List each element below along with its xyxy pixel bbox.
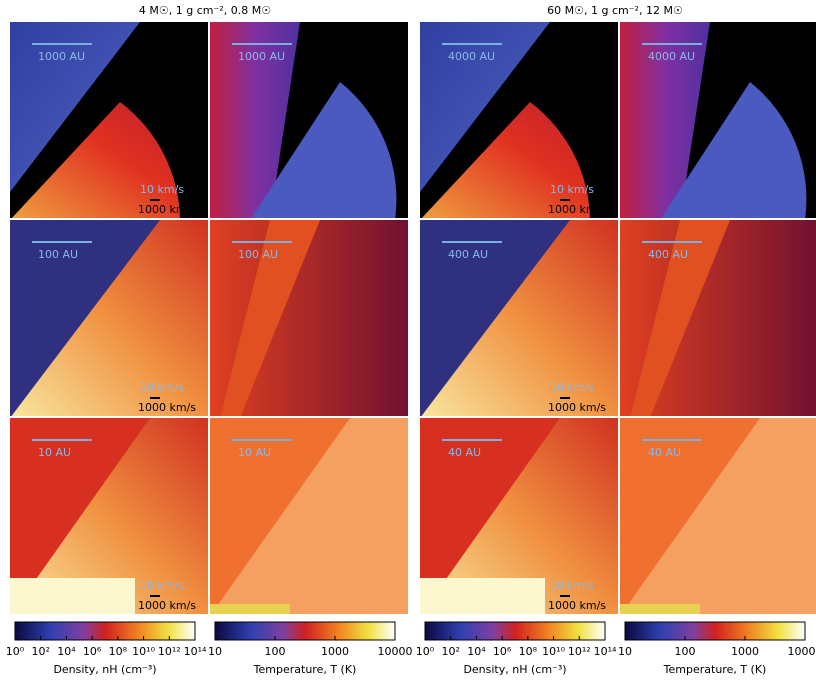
velocity-ref-label: 1000 km <box>138 203 187 216</box>
colorbar-tick-label: 10² <box>32 645 50 658</box>
scale-label: 4000 AU <box>648 50 695 63</box>
velocity-label: 10 km/s <box>140 579 184 592</box>
colorbar <box>215 622 395 640</box>
velocity-ref-label: 1000 km/s <box>548 401 606 414</box>
disk <box>210 604 290 616</box>
colorbar-tick-label: 10000 <box>788 645 816 658</box>
colorbar-tick-label: 10¹⁰ <box>542 645 565 658</box>
velocity-label: 10 km/s <box>550 183 594 196</box>
colorbar-title: Density, nH (cm⁻³) <box>53 663 156 676</box>
velocity-ref-label: 1000 km/s <box>548 599 606 612</box>
colorbar <box>425 622 605 640</box>
velocity-ref-label: 1000 km/s <box>138 599 196 612</box>
colorbar-tick-label: 10⁸ <box>519 645 538 658</box>
colorbar-tick-label: 100 <box>675 645 696 658</box>
colorbar-tick-label: 10⁸ <box>109 645 128 658</box>
colorbar-tick-label: 10 <box>208 645 222 658</box>
colorbar-tick-label: 10 <box>618 645 632 658</box>
scale-label: 4000 AU <box>448 50 495 63</box>
column-title: 4 M☉, 1 g cm⁻², 0.8 M☉ <box>139 4 271 17</box>
colorbar-tick-label: 10¹² <box>158 645 181 658</box>
colorbar-tick-label: 10000 <box>378 645 413 658</box>
scale-label: 100 AU <box>238 248 278 261</box>
colorbar-title: Temperature, T (K) <box>253 663 357 676</box>
velocity-label: 10 km/s <box>140 183 184 196</box>
colorbar-tick-label: 10⁴ <box>57 645 76 658</box>
colorbar-tick-label: 10¹⁰ <box>132 645 155 658</box>
velocity-label: 10 km/s <box>140 381 184 394</box>
figure: 4 M☉, 1 g cm⁻², 0.8 M☉ 60 M☉, 1 g cm⁻², … <box>0 0 816 681</box>
colorbar-title: Density, nH (cm⁻³) <box>463 663 566 676</box>
colorbar-tick-label: 10¹⁴ <box>184 645 207 658</box>
colorbar <box>15 622 195 640</box>
colorbar-tick-label: 10⁶ <box>83 645 102 658</box>
scale-label: 400 AU <box>448 248 488 261</box>
disk <box>620 604 700 616</box>
colorbar-tick-label: 10² <box>442 645 460 658</box>
column-title: 60 M☉, 1 g cm⁻², 12 M☉ <box>547 4 683 17</box>
colorbar-tick-label: 10⁴ <box>467 645 486 658</box>
colorbar-title: Temperature, T (K) <box>663 663 767 676</box>
colorbar <box>625 622 805 640</box>
velocity-label: 10 km/s <box>550 381 594 394</box>
scale-label: 40 AU <box>448 446 481 459</box>
scale-label: 400 AU <box>648 248 688 261</box>
colorbar-tick-label: 10⁰ <box>416 645 435 658</box>
scale-label: 40 AU <box>648 446 681 459</box>
colorbar-tick-label: 10¹⁴ <box>594 645 617 658</box>
colorbar-tick-label: 10⁰ <box>6 645 25 658</box>
velocity-label: 10 km/s <box>550 579 594 592</box>
disk <box>10 578 135 616</box>
velocity-ref-label: 1000 km/s <box>138 401 196 414</box>
colorbar-tick-label: 10⁶ <box>493 645 512 658</box>
disk <box>420 578 545 616</box>
colorbar-tick-label: 10¹² <box>568 645 591 658</box>
scale-label: 1000 AU <box>38 50 85 63</box>
colorbar-tick-label: 100 <box>265 645 286 658</box>
scale-label: 10 AU <box>38 446 71 459</box>
colorbar-tick-label: 1000 <box>321 645 349 658</box>
scale-label: 1000 AU <box>238 50 285 63</box>
colorbar-tick-label: 1000 <box>731 645 759 658</box>
velocity-ref-label: 1000 km <box>548 203 597 216</box>
scale-label: 100 AU <box>38 248 78 261</box>
scale-label: 10 AU <box>238 446 271 459</box>
